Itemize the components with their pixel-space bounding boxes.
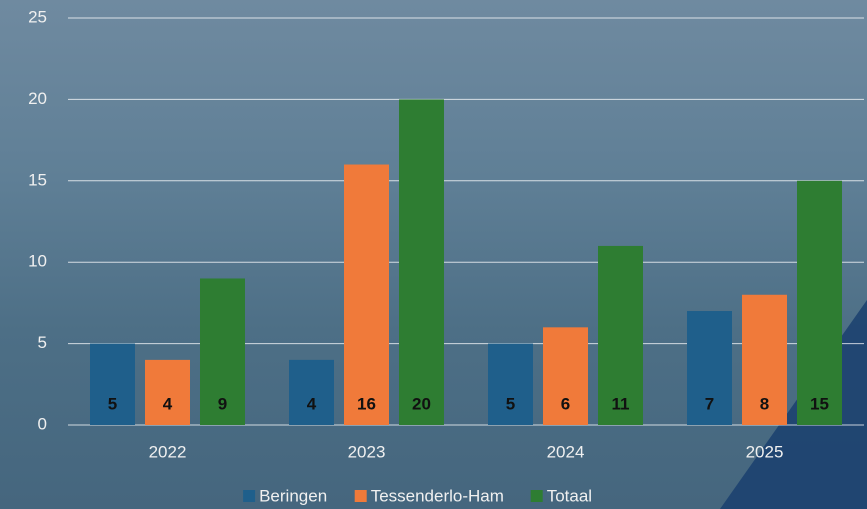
legend-label: Tessenderlo-Ham bbox=[371, 486, 504, 505]
data-label: 16 bbox=[357, 394, 376, 413]
bar bbox=[399, 99, 444, 425]
bar bbox=[797, 181, 842, 425]
data-label: 11 bbox=[612, 394, 630, 413]
legend-swatch bbox=[355, 490, 367, 502]
legend-swatch bbox=[531, 490, 543, 502]
y-tick-label: 10 bbox=[28, 252, 47, 271]
data-label: 5 bbox=[108, 394, 117, 413]
x-tick-label: 2025 bbox=[746, 442, 784, 461]
data-label: 6 bbox=[561, 394, 570, 413]
legend-label: Beringen bbox=[259, 486, 327, 505]
data-label: 20 bbox=[412, 394, 431, 413]
bar bbox=[289, 360, 334, 425]
y-tick-label: 25 bbox=[28, 7, 47, 26]
bar bbox=[145, 360, 190, 425]
data-label: 4 bbox=[307, 394, 317, 413]
legend-label: Totaal bbox=[547, 486, 592, 505]
chart: 0510152025549202241620202356112024781520… bbox=[0, 0, 867, 509]
data-label: 4 bbox=[163, 394, 173, 413]
data-label: 7 bbox=[705, 394, 714, 413]
x-tick-label: 2023 bbox=[348, 442, 386, 461]
legend-swatch bbox=[243, 490, 255, 502]
bar bbox=[344, 165, 389, 425]
data-label: 9 bbox=[218, 394, 227, 413]
y-tick-label: 15 bbox=[28, 170, 47, 189]
data-label: 5 bbox=[506, 394, 515, 413]
data-label: 15 bbox=[810, 394, 829, 413]
x-tick-label: 2024 bbox=[547, 442, 585, 461]
x-tick-label: 2022 bbox=[149, 442, 187, 461]
data-label: 8 bbox=[760, 394, 769, 413]
chart-container: 0510152025549202241620202356112024781520… bbox=[0, 0, 867, 509]
y-tick-label: 0 bbox=[38, 414, 47, 433]
y-tick-label: 20 bbox=[28, 89, 47, 108]
y-tick-label: 5 bbox=[38, 333, 47, 352]
